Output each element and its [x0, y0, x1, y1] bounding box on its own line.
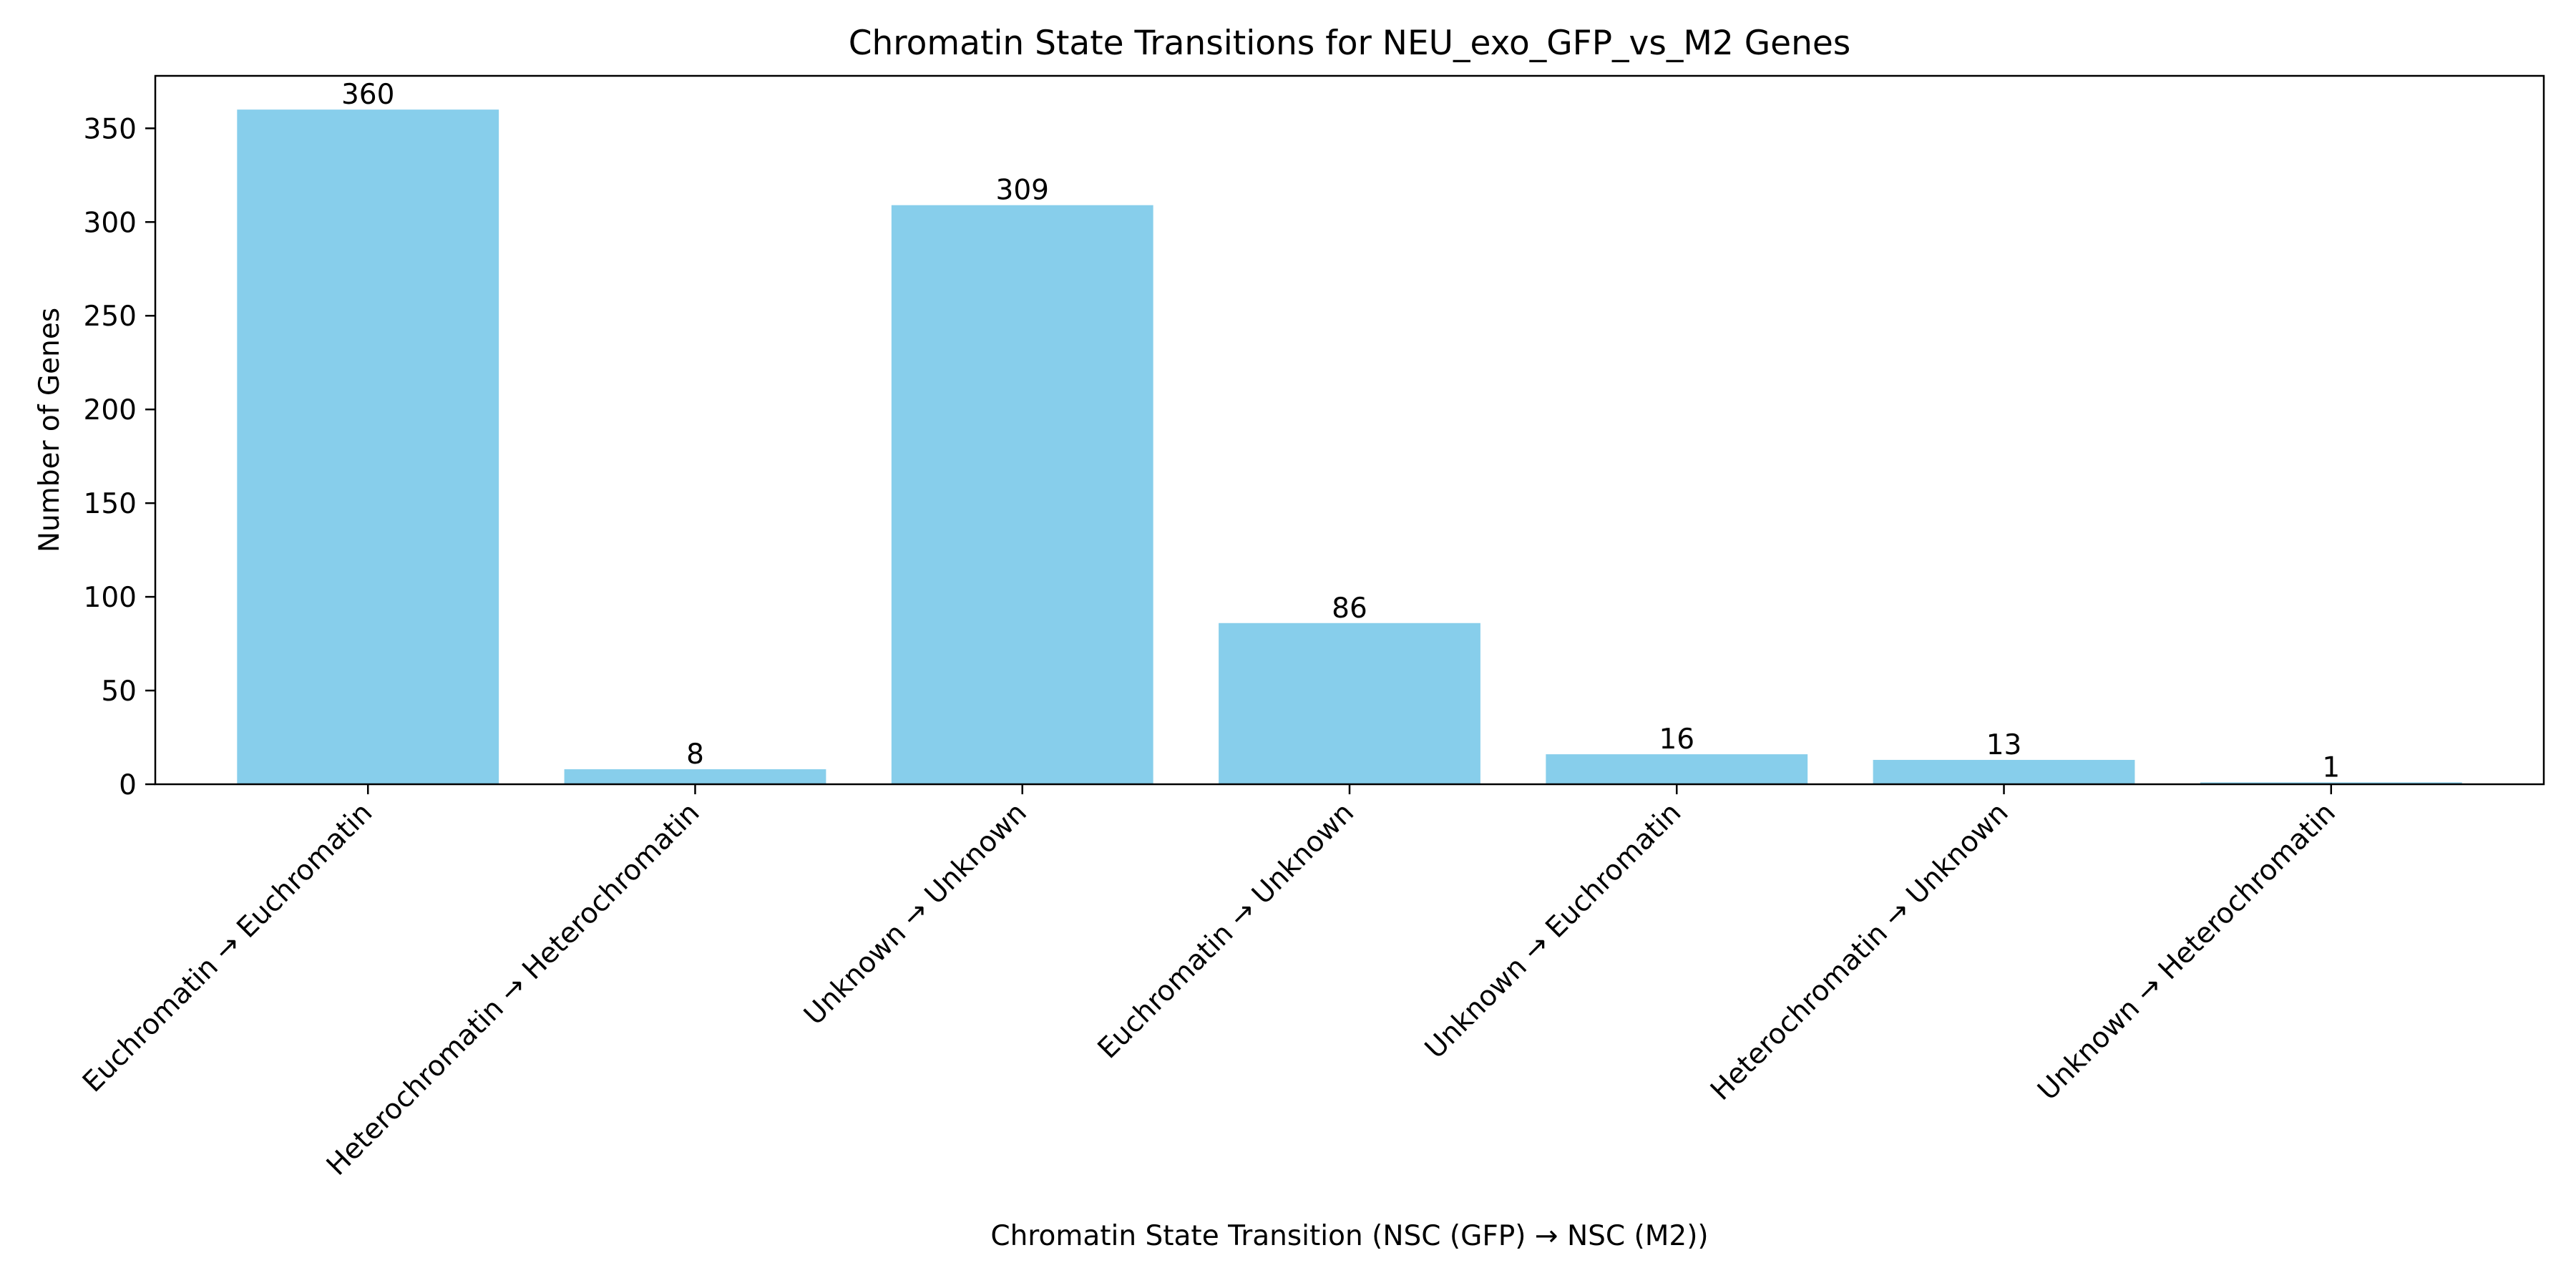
data-label-0: 360: [341, 79, 394, 111]
y-tick-label-6: 300: [84, 207, 137, 239]
bar-3: [1219, 623, 1480, 784]
y-tick-label-5: 250: [84, 301, 137, 333]
x-axis-label: Chromatin State Transition (NSC (GFP) → …: [990, 1220, 1708, 1252]
y-axis: 0 50 100 150 200 250 300 350: [84, 113, 155, 801]
y-tick-label-0: 0: [119, 769, 137, 801]
bar-1: [564, 769, 826, 784]
data-labels-group: 360 8 309 86 16 13 1: [341, 79, 2340, 784]
bar-5: [1873, 759, 2135, 784]
data-label-3: 86: [1332, 592, 1367, 625]
plot-frame: [154, 74, 2545, 786]
y-tick-label-4: 200: [84, 394, 137, 426]
data-label-1: 8: [686, 738, 704, 771]
bar-4: [1546, 754, 1808, 784]
bars-group: [237, 109, 2462, 785]
y-tick-label-3: 150: [84, 488, 137, 520]
chart-title: Chromatin State Transitions for NEU_exo_…: [849, 24, 1851, 63]
bar-2: [891, 205, 1153, 784]
y-tick-label-2: 100: [84, 582, 137, 614]
y-tick-label-1: 50: [101, 675, 137, 708]
bar-0: [237, 109, 499, 785]
data-label-5: 13: [1986, 729, 2022, 761]
data-label-6: 1: [2322, 751, 2340, 784]
bar-6: [2200, 782, 2462, 784]
y-axis-label: Number of Genes: [34, 308, 66, 552]
data-label-2: 309: [996, 175, 1049, 207]
y-tick-label-7: 350: [84, 113, 137, 145]
data-label-4: 16: [1659, 723, 1694, 756]
